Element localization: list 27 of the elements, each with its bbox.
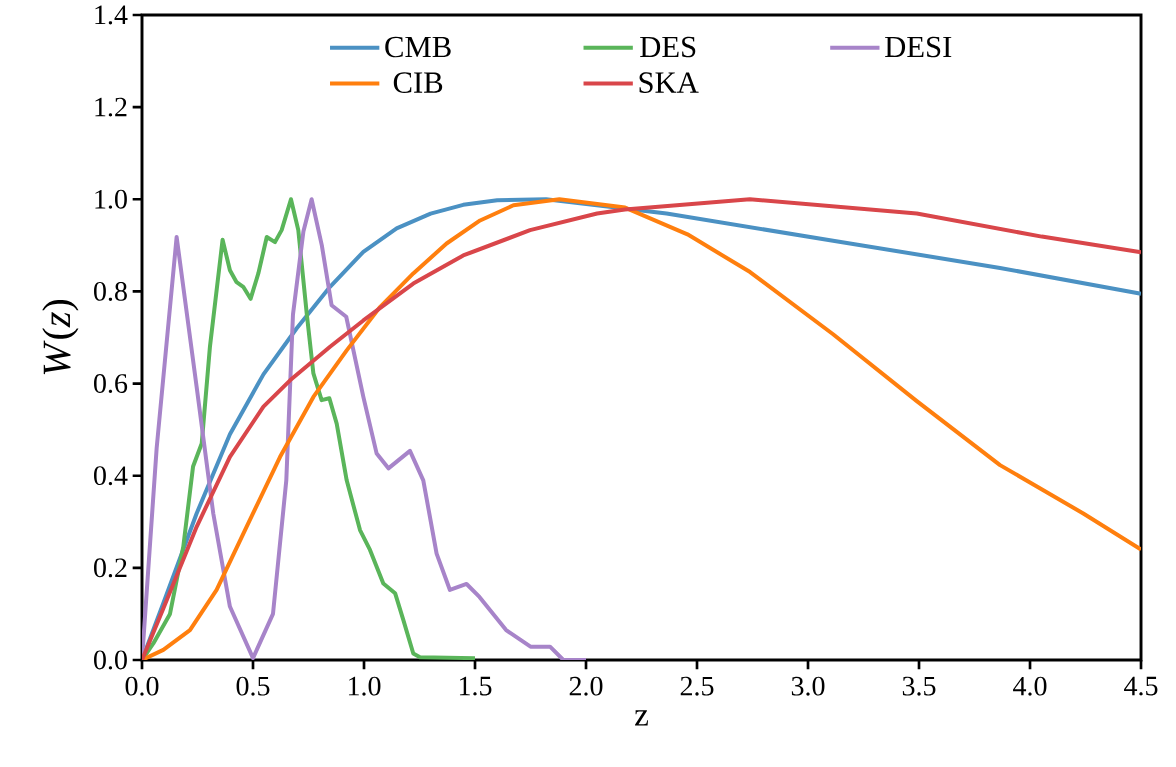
y-tick-label: 0.2 [94, 558, 127, 578]
y-tick-label: 0.4 [94, 466, 128, 486]
legend-label: SKA [639, 72, 699, 93]
y-tick-label: 1.2 [95, 97, 127, 117]
x-tick-label: 2.5 [680, 676, 714, 696]
legend-label: CIB [393, 72, 443, 93]
line-series [142, 197, 1142, 660]
legend-label: DES [640, 36, 696, 58]
x-tick-label: 1.0 [348, 676, 381, 696]
x-tick-label: 3.0 [791, 676, 825, 696]
x-tick-label: 1.5 [459, 676, 492, 696]
x-tick-label: 3.5 [902, 676, 936, 696]
y-tick-label: 0.8 [94, 281, 127, 301]
line-series [142, 197, 589, 660]
x-axis-title: z [635, 710, 648, 726]
x-tick-label: 2.0 [569, 676, 603, 696]
y-tick-label: 1.0 [95, 189, 127, 209]
legend-label: CMB [385, 36, 451, 58]
legend-label: DESI [885, 36, 952, 58]
y-tick-label: 0.6 [94, 374, 128, 394]
y-tick-label: 1.4 [95, 5, 128, 25]
x-tick-label: 4.0 [1013, 676, 1047, 696]
y-axis-title: W(z) [42, 299, 79, 375]
x-tick-label: 4.5 [1124, 676, 1158, 696]
y-tick-label: 0.0 [94, 650, 127, 670]
x-tick-label: 0.5 [236, 676, 270, 696]
x-tick-label: 0.0 [125, 676, 159, 696]
